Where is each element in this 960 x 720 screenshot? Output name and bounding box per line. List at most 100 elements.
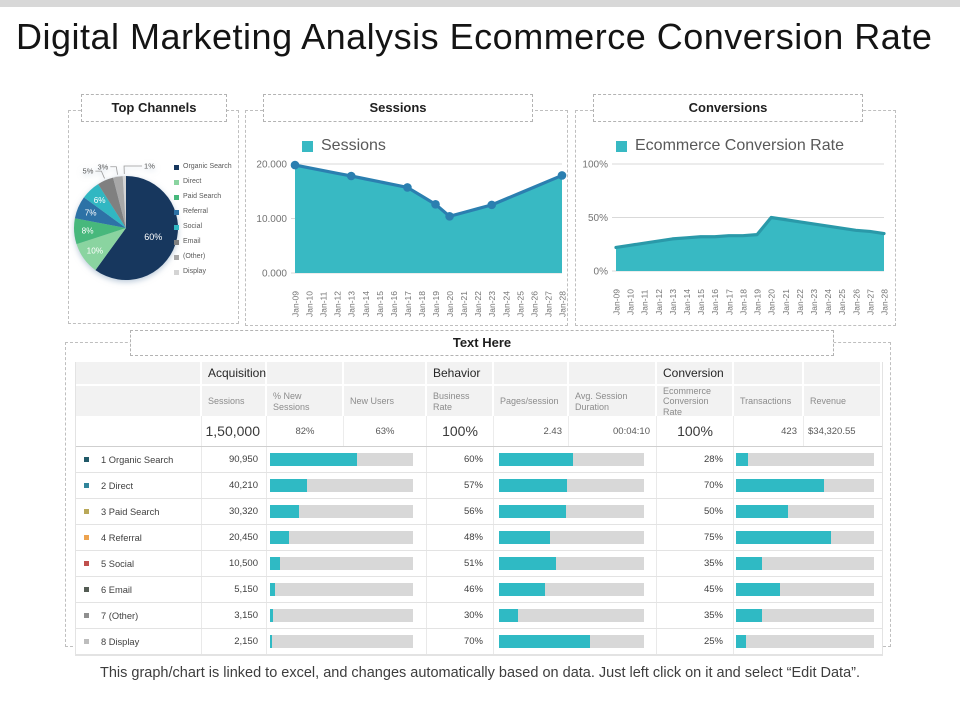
conversions-area-chart[interactable]: 0% 50% 100% Jan-09 Jan-10 Jan-11 Jan-12 Jan-13 J… <box>576 147 895 325</box>
table-row: 3 Paid Search 30,320 56% 50% <box>76 499 882 525</box>
conversion-bar-track <box>736 531 874 544</box>
sessions-panel[interactable]: Sessions 0.000 10.000 20.000 Jan-09 Jan-10 Ja… <box>245 110 568 326</box>
conversion-rate-cell: 35% <box>657 603 734 628</box>
sessions-bar-fill <box>270 531 289 544</box>
group-header-cell: Acquisition <box>202 362 267 384</box>
business-rate-cell: 60% <box>427 447 494 472</box>
pie-label: 3% <box>97 162 108 171</box>
channel-bullet-icon <box>84 561 89 566</box>
summary-cell <box>76 416 202 446</box>
legend-label: Email <box>183 238 201 245</box>
conversion-rate-cell: 35% <box>657 551 734 576</box>
sessions-bar-cell <box>267 551 427 576</box>
business-rate-cell: 30% <box>427 603 494 628</box>
rate-bar-fill <box>499 557 556 570</box>
sessions-legend-label: Sessions <box>321 137 386 154</box>
summary-cell: $34,320.55 <box>808 425 856 437</box>
rate-bar-track <box>499 531 644 544</box>
pie-slice-Email <box>98 177 126 228</box>
y-axis-label: 0.000 <box>262 269 287 280</box>
conversions-panel[interactable]: Ecommerce Conversion Rate 0% 50% 100% Jan-0… <box>575 110 896 326</box>
table-title-box: Text Here <box>130 330 834 356</box>
rate-bar-cell <box>494 603 657 628</box>
conversion-bar-cell <box>734 551 882 576</box>
series-line <box>293 163 564 218</box>
table-row: 7 (Other) 3,150 30% 35% <box>76 603 882 629</box>
group-header-cell <box>804 362 882 384</box>
x-axis-label: Jan-21 <box>459 291 469 317</box>
rate-bar-cell <box>494 473 657 498</box>
series-line <box>614 215 886 250</box>
rate-bar-cell <box>494 525 657 550</box>
summary-cell: 100% <box>657 416 734 446</box>
top-channels-pie-chart[interactable]: 60% 10% 8% 7% 6% 5% 3% 1% <box>69 155 191 317</box>
x-axis-label: Jan-12 <box>333 291 343 317</box>
summary-cell: 00:04:10 <box>569 416 657 446</box>
pie-leader-line <box>110 166 118 175</box>
rate-bar-fill <box>499 635 591 648</box>
pie-legend-item: Paid Search <box>174 193 236 200</box>
rate-bar-cell <box>494 551 657 576</box>
conversion-bar-cell <box>734 499 882 524</box>
x-axis-label: Jan-28 <box>558 291 568 317</box>
legend-swatch-icon <box>174 210 179 215</box>
pie-legend-item: (Other) <box>174 253 236 260</box>
channel-bullet-icon <box>84 509 89 514</box>
x-axis-label: Jan-13 <box>347 291 357 317</box>
rate-bar-fill <box>499 583 546 596</box>
table-column-header-row: Sessions% New Sessions New Users Business … <box>76 384 882 418</box>
channel-bullet-icon <box>84 639 89 644</box>
channel-bullet-icon <box>84 587 89 592</box>
business-rate-cell: 46% <box>427 577 494 602</box>
sessions-bar-cell <box>267 499 427 524</box>
table-row: 2 Direct 40,210 57% 70% <box>76 473 882 499</box>
group-header-cell <box>76 362 202 384</box>
conversion-rate-cell: 70% <box>657 473 734 498</box>
rate-bar-cell <box>494 499 657 524</box>
rate-bar-cell <box>494 629 657 654</box>
sessions-bar-track <box>270 479 413 492</box>
x-axis-label: Jan-23 <box>487 291 497 317</box>
channels-table[interactable]: Acquisition Behavior Conversion Sessions% N… <box>75 362 883 656</box>
pie-label: 7% <box>85 209 97 218</box>
pie-slice-Paid Search <box>74 218 126 245</box>
top-channels-panel[interactable]: 60% 10% 8% 7% 6% 5% 3% 1% Organic Search Direct P… <box>68 110 239 324</box>
sessions-bar-cell <box>267 629 427 654</box>
pie-label: 8% <box>82 226 94 235</box>
channel-name: 3 Paid Search <box>101 506 160 517</box>
business-rate-cell: 48% <box>427 525 494 550</box>
rate-bar-track <box>499 453 644 466</box>
sessions-area-chart[interactable]: 0.000 10.000 20.000 Jan-09 Jan-10 Jan-11 Jan-1… <box>246 147 567 325</box>
conversion-bar-cell <box>734 603 882 628</box>
pie-slice-Social <box>83 184 126 228</box>
x-axis-label: Jan-25 <box>515 291 525 317</box>
conversion-bar-cell <box>734 525 882 550</box>
page-title: Digital Marketing Analysis Ecommerce Con… <box>16 16 933 57</box>
channel-name: 6 Email <box>101 584 133 595</box>
sessions-title-box: Sessions <box>263 94 533 122</box>
channel-name: 1 Organic Search <box>101 454 174 465</box>
summary-cell: 63% <box>344 416 427 446</box>
x-axis-label: Jan-26 <box>851 289 861 315</box>
x-axis-label: Jan-21 <box>781 289 791 315</box>
sessions-bar-fill <box>270 453 358 466</box>
x-axis-label: Jan-14 <box>361 291 371 317</box>
legend-label: Referral <box>183 208 208 215</box>
legend-label: Direct <box>183 178 202 185</box>
group-header-cell <box>569 362 657 384</box>
sessions-bar-fill <box>270 479 308 492</box>
column-header: Ecommerce Conversion Rate <box>657 386 734 418</box>
top-accent-bar <box>0 0 960 7</box>
sessions-value-cell: 90,950 <box>202 447 267 472</box>
top-channels-title: Top Channels <box>111 100 197 115</box>
pie-label: 60% <box>144 232 162 242</box>
conversion-bar-cell <box>734 629 882 654</box>
channel-name: 4 Referral <box>101 532 142 543</box>
x-axis-label: Jan-25 <box>837 289 847 315</box>
legend-swatch-icon <box>174 270 179 275</box>
x-axis-label: Jan-27 <box>543 291 553 317</box>
pie-legend-item: Display <box>174 268 236 275</box>
sessions-value-cell: 40,210 <box>202 473 267 498</box>
x-axis-label: Jan-14 <box>682 289 692 315</box>
conversions-title: Conversions <box>688 100 768 115</box>
